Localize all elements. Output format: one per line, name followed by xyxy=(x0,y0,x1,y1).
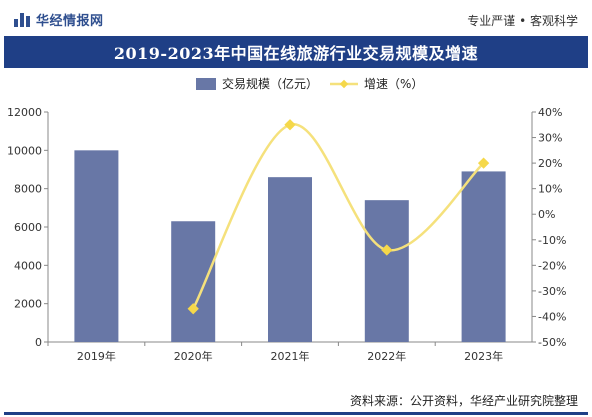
brand-logo: 华经情报网 xyxy=(14,10,104,29)
bar xyxy=(74,150,119,342)
growth-point xyxy=(284,119,296,131)
x-tick-label: 2020年 xyxy=(174,349,213,363)
x-tick-label: 2023年 xyxy=(464,349,503,363)
x-tick-label: 2019年 xyxy=(77,349,116,363)
y-left-tick-label: 6000 xyxy=(14,221,42,234)
y-left-tick-label: 4000 xyxy=(14,259,42,272)
legend-line-label: 增速（%） xyxy=(364,77,423,91)
y-right-tick-label: 20% xyxy=(538,157,562,170)
y-right-tick-label: 30% xyxy=(538,132,562,145)
combo-chart: 交易规模（亿元） 增速（%） 0 2000 4000 6000 8000 10000 12000… xyxy=(7,76,566,363)
legend-bar-label: 交易规模（亿元） xyxy=(222,76,318,91)
source-note: 资料来源：公开资料，华经产业研究院整理 xyxy=(349,394,578,408)
bar xyxy=(364,200,409,342)
growth-line xyxy=(192,123,485,310)
x-tick-label: 2022年 xyxy=(367,349,406,363)
brand-slogan: 专业严谨 • 客观科学 xyxy=(467,14,578,28)
footer-rule xyxy=(4,412,588,415)
y-left-tick-label: 8000 xyxy=(14,183,42,196)
y-left-tick-label: 0 xyxy=(35,336,42,349)
top-bar: 华经情报网 专业严谨 • 客观科学 xyxy=(0,0,592,36)
legend-bar-swatch xyxy=(196,78,216,90)
legend-line-marker xyxy=(339,79,349,89)
y-right-tick-label: 10% xyxy=(538,183,562,196)
y-right-tick-label: -30% xyxy=(538,285,566,298)
y-right-tick-label: 40% xyxy=(538,106,562,119)
y-right-tick-label: -50% xyxy=(538,336,566,349)
logo-icon xyxy=(14,12,30,27)
title-bar: 2019-2023年中国在线旅游行业交易规模及增速 xyxy=(4,36,588,68)
bar xyxy=(171,221,216,342)
y-right-tick-label: -40% xyxy=(538,310,566,323)
brand-name: 华经情报网 xyxy=(36,14,104,29)
chart-title: 2019-2023年中国在线旅游行业交易规模及增速 xyxy=(113,44,479,63)
x-tick-label: 2021年 xyxy=(271,349,310,363)
y-right-tick-label: -20% xyxy=(538,259,566,272)
growth-point xyxy=(187,303,199,315)
y-left-tick-label: 2000 xyxy=(14,298,42,311)
bar xyxy=(461,171,506,342)
y-left-tick-label: 10000 xyxy=(7,144,42,157)
growth-point xyxy=(381,244,393,256)
y-right-tick-label: -10% xyxy=(538,234,566,247)
y-right-tick-label: 0% xyxy=(538,208,555,221)
y-left-tick-label: 12000 xyxy=(7,106,42,119)
bar xyxy=(268,177,312,342)
